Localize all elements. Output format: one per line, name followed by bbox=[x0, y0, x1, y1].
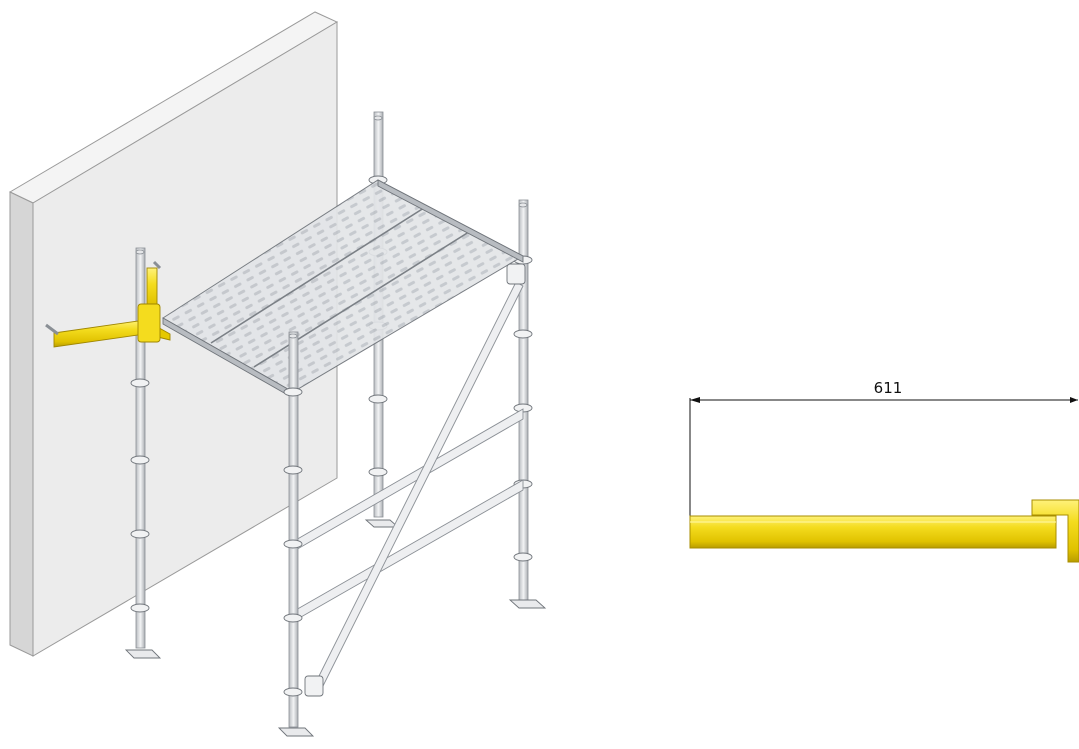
arrowhead-left bbox=[690, 397, 700, 403]
dimension-label: 611 bbox=[874, 379, 903, 397]
scaffold-with-wall-bracket bbox=[8, 11, 547, 737]
yellow-wall-bracket bbox=[45, 260, 171, 348]
dimension-line: 611 bbox=[689, 379, 1078, 516]
bracket-side-view: 611 bbox=[689, 379, 1079, 563]
arrowhead-right bbox=[1070, 397, 1078, 403]
bracket-profile bbox=[689, 499, 1079, 563]
ledgers-and-brace bbox=[293, 263, 526, 697]
wall bbox=[8, 11, 339, 657]
deck-platform bbox=[162, 179, 525, 399]
left-pole bbox=[124, 247, 162, 659]
right-pole bbox=[508, 199, 547, 609]
front-pole bbox=[277, 331, 315, 737]
